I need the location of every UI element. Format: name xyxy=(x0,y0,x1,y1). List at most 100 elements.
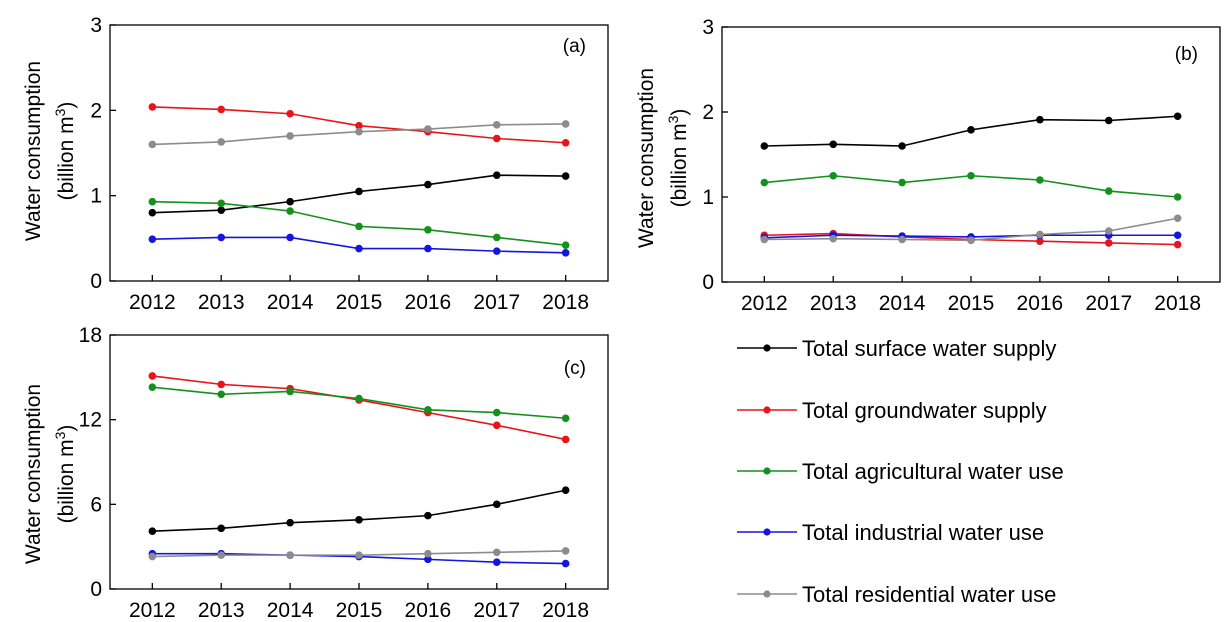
legend-label-surface: Total surface water supply xyxy=(802,336,1056,361)
legend-item-agricultural: Total agricultural water use xyxy=(737,459,1064,484)
panel-a-xtick-label: 2017 xyxy=(473,291,520,314)
panel-b-point-surface xyxy=(1036,115,1044,124)
panel-a-xtick-label: 2014 xyxy=(267,291,314,314)
panel-b-xtick-label: 2015 xyxy=(948,292,995,315)
panel-b-point-groundwater xyxy=(1036,237,1044,245)
panel-c-point-agricultural xyxy=(217,390,226,399)
panel-c-point-residential xyxy=(286,551,294,559)
legend-marker-industrial xyxy=(763,528,771,536)
panel-a-point-surface xyxy=(286,197,294,206)
panel-b-point-agricultural xyxy=(1036,176,1044,184)
legend-marker-surface xyxy=(763,344,771,352)
panel-c-series-surface-line xyxy=(152,489,566,532)
panel-c-point-residential xyxy=(561,547,570,555)
panel-c-point-agricultural xyxy=(424,405,432,414)
panel-b-point-residential xyxy=(1104,227,1113,235)
legend-label-industrial: Total industrial water use xyxy=(802,520,1044,545)
panel-b-point-surface xyxy=(760,142,769,150)
panel-c-series-groundwater-line xyxy=(152,375,566,441)
panel-c-xtick-label: 2013 xyxy=(198,599,245,622)
panel-c-point-surface xyxy=(217,524,226,533)
panel-a-point-residential xyxy=(217,138,226,146)
legend-item-industrial: Total industrial water use xyxy=(737,520,1044,545)
legend-item-groundwater: Total groundwater supply xyxy=(737,398,1047,423)
panel-b-point-agricultural xyxy=(829,171,838,180)
panel-b-point-agricultural xyxy=(967,171,975,180)
panel-c-point-surface xyxy=(561,486,570,495)
panel-c-ytick-label: 0 xyxy=(90,578,102,601)
panel-a-point-surface xyxy=(492,171,501,179)
panel-b-xtick-label: 2013 xyxy=(810,292,857,315)
panel-b-xtick-label: 2014 xyxy=(879,292,926,315)
panel-a-label: (a) xyxy=(563,36,586,57)
panel-a-point-residential xyxy=(148,140,157,149)
panel-a: Water consumption (billion m3) (a) 0 1 2 3 2… xyxy=(22,14,609,314)
panel-a-point-industrial xyxy=(355,244,363,253)
panel-c-xtick-label: 2018 xyxy=(542,599,589,622)
panel-c-point-surface xyxy=(148,527,157,535)
panel-c-xtick-label: 2014 xyxy=(267,599,314,622)
panel-a-xtick-label: 2013 xyxy=(198,291,245,314)
panel-a-ytick-label: 0 xyxy=(90,270,102,293)
panel-c-point-residential xyxy=(492,548,501,557)
panel-c-point-agricultural xyxy=(492,408,501,417)
panel-b-point-surface xyxy=(1173,112,1182,121)
panel-a-point-agricultural xyxy=(286,207,294,215)
panel-c-point-industrial xyxy=(492,558,501,566)
panel-a-ytick-label: 1 xyxy=(90,185,102,208)
panel-b-ytick-label: 2 xyxy=(702,101,714,124)
panel-a-point-surface xyxy=(148,208,157,217)
legend-marker-groundwater xyxy=(763,406,771,414)
panel-a-ytick-label: 2 xyxy=(90,99,102,122)
legend-label-groundwater: Total groundwater supply xyxy=(802,398,1047,423)
panel-c-ylabel-unit: (billion m3) xyxy=(52,425,78,524)
panel-b: Water consumption (billion m3) (b) 0 1 2 3 2… xyxy=(635,16,1221,315)
panel-b-point-residential xyxy=(967,236,975,245)
panel-b-point-residential xyxy=(1173,214,1182,223)
panel-b-point-residential xyxy=(898,235,906,244)
panel-a-point-residential xyxy=(355,127,363,136)
panel-b-ylabel-unit: (billion m3) xyxy=(665,109,691,208)
panel-a-ylabel-unit: (billion m3) xyxy=(52,102,78,201)
panel-c-label: (c) xyxy=(564,358,586,379)
panel-a-point-agricultural xyxy=(424,226,432,234)
panel-a-point-residential xyxy=(492,121,501,129)
panel-c-point-surface xyxy=(424,511,432,520)
panel-a-point-industrial xyxy=(217,233,226,242)
panel-b-xtick-label: 2018 xyxy=(1154,292,1201,315)
panel-b-point-groundwater xyxy=(1173,240,1182,249)
panel-a-point-groundwater xyxy=(148,103,157,111)
panel-a-point-agricultural xyxy=(492,233,501,242)
panel-b-point-residential xyxy=(1036,230,1044,239)
panel-c-point-groundwater xyxy=(492,421,501,430)
panel-b-xtick-label: 2012 xyxy=(741,292,788,315)
panel-b-point-residential xyxy=(760,235,769,244)
panel-a-xtick-label: 2018 xyxy=(542,291,589,314)
panel-c-point-surface xyxy=(286,518,294,527)
panel-b-point-surface xyxy=(1104,116,1113,125)
panel-c-xtick-label: 2016 xyxy=(405,599,452,622)
panel-a-xtick-label: 2015 xyxy=(336,291,383,314)
panel-a-ylabel: Water consumption xyxy=(22,61,45,241)
panel-b-point-groundwater xyxy=(1104,239,1113,247)
panel-a-point-residential xyxy=(561,120,570,128)
legend-item-surface: Total surface water supply xyxy=(737,336,1056,361)
panel-c-point-groundwater xyxy=(217,380,226,389)
panel-a-xtick-label: 2012 xyxy=(129,291,176,314)
panel-a-point-groundwater xyxy=(355,121,363,130)
panel-a-ytick-label: 3 xyxy=(90,14,102,37)
panel-a-point-groundwater xyxy=(561,138,570,147)
panel-b-point-agricultural xyxy=(1173,193,1182,201)
panel-a-point-agricultural xyxy=(561,241,570,249)
panel-b-ytick-label: 1 xyxy=(702,186,714,209)
legend-marker-residential xyxy=(763,590,771,598)
legend: Total surface water supply Total groundw… xyxy=(737,336,1064,607)
panel-b-point-surface xyxy=(898,142,906,150)
panel-b-ylabel: Water consumption xyxy=(635,68,658,248)
panel-c-point-groundwater xyxy=(148,372,157,380)
panel-b-point-surface xyxy=(829,140,838,149)
panel-a-point-groundwater xyxy=(286,109,294,118)
panel-c-point-agricultural xyxy=(561,414,570,423)
panel-c-point-residential xyxy=(424,549,432,558)
legend-label-residential: Total residential water use xyxy=(802,582,1056,607)
